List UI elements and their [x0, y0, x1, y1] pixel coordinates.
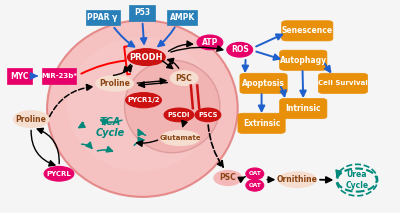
FancyBboxPatch shape: [42, 68, 76, 84]
Text: ROS: ROS: [231, 45, 248, 54]
Text: MiR-23b*: MiR-23b*: [41, 73, 77, 79]
FancyBboxPatch shape: [7, 68, 32, 84]
Text: Proline: Proline: [99, 79, 130, 88]
Text: Cell Survival: Cell Survival: [318, 80, 368, 86]
Ellipse shape: [227, 42, 253, 57]
FancyBboxPatch shape: [280, 98, 327, 119]
Text: PSCDI: PSCDI: [168, 112, 190, 118]
Ellipse shape: [13, 111, 49, 128]
Text: Senescence: Senescence: [282, 26, 333, 35]
Ellipse shape: [197, 35, 223, 50]
Text: Apoptosis: Apoptosis: [242, 79, 285, 88]
Text: Ornithine: Ornithine: [277, 175, 318, 184]
Ellipse shape: [337, 168, 377, 192]
Text: PYCRL: PYCRL: [47, 171, 71, 177]
Ellipse shape: [128, 49, 165, 66]
Text: Intrinsic: Intrinsic: [286, 104, 321, 113]
Text: Extrinsic: Extrinsic: [243, 119, 280, 128]
Text: PSC: PSC: [220, 173, 236, 183]
Text: PPAR γ: PPAR γ: [88, 13, 118, 22]
Ellipse shape: [246, 168, 264, 180]
Text: P53: P53: [134, 9, 150, 17]
Ellipse shape: [214, 170, 242, 186]
Text: ATP: ATP: [202, 38, 218, 47]
FancyBboxPatch shape: [240, 73, 287, 94]
Ellipse shape: [47, 20, 238, 197]
FancyBboxPatch shape: [238, 113, 285, 133]
Text: OAT: OAT: [248, 171, 261, 176]
Text: MYC: MYC: [10, 72, 28, 81]
FancyBboxPatch shape: [318, 73, 368, 94]
FancyBboxPatch shape: [282, 21, 333, 41]
Text: PSCS: PSCS: [198, 112, 218, 118]
Ellipse shape: [126, 93, 162, 108]
Text: PYCR1/2: PYCR1/2: [127, 97, 160, 103]
Ellipse shape: [160, 131, 200, 146]
FancyBboxPatch shape: [86, 10, 120, 25]
Text: TCA
Cycle: TCA Cycle: [96, 117, 125, 138]
FancyBboxPatch shape: [280, 50, 327, 70]
Text: Urea
Cycle: Urea Cycle: [345, 170, 368, 190]
FancyBboxPatch shape: [130, 5, 155, 20]
Ellipse shape: [96, 75, 134, 91]
Ellipse shape: [195, 108, 221, 122]
Text: AMPK: AMPK: [170, 13, 195, 22]
Text: PRODH: PRODH: [130, 53, 163, 62]
Text: OAT: OAT: [248, 183, 261, 188]
Text: Glutamate: Glutamate: [159, 135, 201, 141]
Ellipse shape: [124, 60, 220, 153]
Ellipse shape: [164, 108, 194, 122]
Text: PSC: PSC: [176, 74, 192, 83]
Ellipse shape: [246, 180, 264, 191]
Text: Autophagy: Autophagy: [280, 56, 327, 65]
FancyBboxPatch shape: [167, 10, 197, 25]
Ellipse shape: [44, 166, 74, 181]
Ellipse shape: [170, 71, 198, 85]
Ellipse shape: [278, 172, 316, 187]
Ellipse shape: [67, 37, 214, 172]
Text: Proline: Proline: [16, 115, 47, 124]
